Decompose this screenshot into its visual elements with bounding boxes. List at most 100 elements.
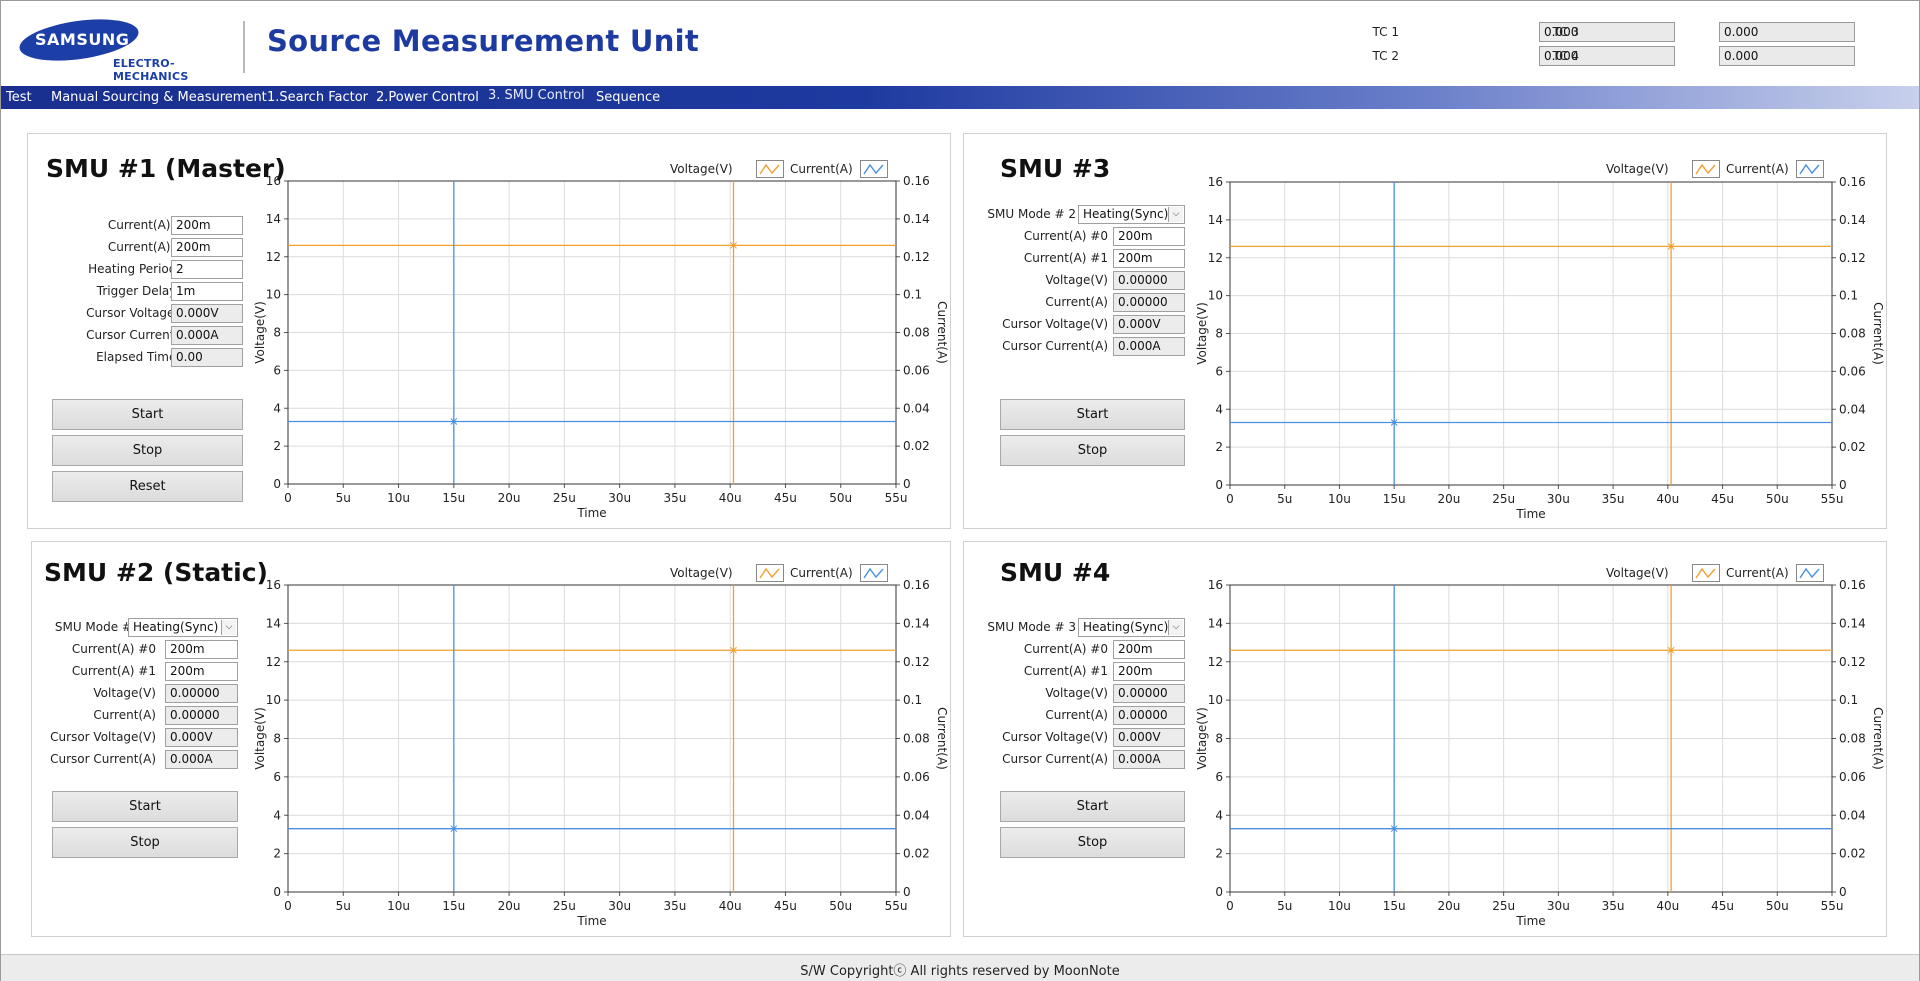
smu3-chart[interactable]: 0 5u 10u 15u 20u 25u 30u 35u 40u 45u 50u 55u 0 0 2 0.02… bbox=[1195, 157, 1885, 527]
y2-tick-label: 0.1 bbox=[1839, 289, 1858, 303]
x-tick-label: 5u bbox=[1277, 899, 1292, 913]
y2-tick-label: 0.12 bbox=[1839, 251, 1866, 265]
smu2-start-button[interactable]: Start bbox=[52, 791, 238, 822]
menu-item-power-control[interactable]: 2.Power Control bbox=[376, 90, 479, 105]
x-tick-label: 40u bbox=[1656, 899, 1679, 913]
smu3-panel: SMU #3 Voltage(V) Current(A) SMU Mode # … bbox=[963, 133, 1887, 529]
menu-item-smu-control[interactable]: 3. SMU Control bbox=[488, 88, 585, 103]
smu2-panel: SMU #2 (Static) Voltage(V) Current(A) SM… bbox=[31, 541, 951, 937]
tc4-value: 0.000 bbox=[1719, 46, 1855, 66]
y2-tick-label: 0.02 bbox=[903, 847, 930, 861]
y2-tick-label: 0.12 bbox=[903, 250, 930, 264]
cursor-marker bbox=[1390, 419, 1398, 426]
smu1-heating-period-input[interactable]: 2 bbox=[171, 260, 243, 279]
smu4-stop-button[interactable]: Stop bbox=[1000, 827, 1185, 858]
smu1-chart[interactable]: 0 5u 10u 15u 20u 25u 30u 35u 40u 45u 50u 55u 0 0 2 0.02… bbox=[253, 156, 949, 526]
legend-voltage-label: Voltage(V) bbox=[1606, 566, 1669, 580]
x-tick-label: 40u bbox=[1656, 492, 1679, 506]
tc1-value: 0.000 bbox=[1539, 22, 1675, 42]
smu2-cursor-current-value: 0.000A bbox=[165, 750, 238, 769]
y2-tick-label: 0 bbox=[903, 885, 911, 899]
smu3-stop-button[interactable]: Stop bbox=[1000, 435, 1185, 466]
x-tick-label: 30u bbox=[1547, 492, 1570, 506]
footer: S/W Copyrightⓒ All rights reserved by Mo… bbox=[1, 954, 1919, 981]
smu4-start-button[interactable]: Start bbox=[1000, 791, 1185, 822]
y2-tick-label: 0.12 bbox=[1839, 655, 1866, 669]
x-axis-title: Time bbox=[576, 506, 606, 520]
y-tick-label: 0 bbox=[273, 477, 281, 491]
smu3-voltage-value: 0.00000 bbox=[1113, 271, 1185, 290]
x-tick-label: 25u bbox=[553, 491, 576, 505]
smu2-title: SMU #2 (Static) bbox=[44, 558, 268, 587]
chevron-down-icon[interactable]: ⌵ bbox=[1168, 620, 1183, 635]
x-axis-title: Time bbox=[1515, 914, 1545, 928]
x-tick-label: 50u bbox=[1766, 492, 1789, 506]
smu3-title: SMU #3 bbox=[1000, 154, 1111, 183]
smu3-current0-label: Current(A) #0 bbox=[1023, 229, 1108, 243]
x-tick-label: 45u bbox=[774, 899, 797, 913]
y-tick-label: 0 bbox=[1215, 885, 1223, 899]
smu1-reset-button[interactable]: Reset bbox=[52, 471, 243, 502]
smu2-current0-input[interactable]: 200m bbox=[165, 640, 238, 659]
y-tick-label: 8 bbox=[273, 732, 281, 746]
smu3-current1-input[interactable]: 200m bbox=[1113, 249, 1185, 268]
y2-tick-label: 0.02 bbox=[903, 439, 930, 453]
y-tick-label: 14 bbox=[266, 616, 281, 630]
y-tick-label: 4 bbox=[1215, 402, 1223, 416]
y-tick-label: 6 bbox=[1215, 364, 1223, 378]
smu4-panel: SMU #4 Voltage(V) Current(A) SMU Mode # … bbox=[963, 541, 1887, 937]
smu4-chart[interactable]: 0 5u 10u 15u 20u 25u 30u 35u 40u 45u 50u 55u 0 0 2 0.02… bbox=[1195, 560, 1885, 934]
smu3-start-button[interactable]: Start bbox=[1000, 399, 1185, 430]
smu3-cursor-current-label: Cursor Current(A) bbox=[1002, 339, 1108, 353]
smu4-current1-input[interactable]: 200m bbox=[1113, 662, 1185, 681]
smu1-current1-input[interactable]: 200m bbox=[171, 238, 243, 257]
current-swatch-icon bbox=[1796, 564, 1824, 582]
voltage-swatch-icon bbox=[756, 160, 784, 178]
y-tick-label: 4 bbox=[273, 401, 281, 415]
menu-item-manual-sourcing[interactable]: Manual Sourcing & Measurement bbox=[51, 90, 267, 105]
y-tick-label: 0 bbox=[1215, 478, 1223, 492]
y2-tick-label: 0.08 bbox=[903, 732, 930, 746]
logo-subtitle: ELECTRO-MECHANICS bbox=[113, 57, 189, 83]
smu3-cursor-voltage-label: Cursor Voltage(V) bbox=[1002, 317, 1108, 331]
smu2-current1-label: Current(A) #1 bbox=[71, 664, 156, 678]
y-tick-label: 2 bbox=[273, 847, 281, 861]
plot-frame bbox=[287, 584, 897, 893]
smu3-current0-input[interactable]: 200m bbox=[1113, 227, 1185, 246]
x-tick-label: 30u bbox=[608, 491, 631, 505]
smu1-trigger-delay-input[interactable]: 1m bbox=[171, 282, 243, 301]
chevron-down-icon[interactable]: ⌵ bbox=[1168, 207, 1183, 222]
voltage-swatch-icon bbox=[756, 564, 784, 582]
smu1-heating-period-label: Heating Period(s) bbox=[88, 262, 192, 276]
smu2-stop-button[interactable]: Stop bbox=[52, 827, 238, 858]
menu-item-sequence[interactable]: Sequence bbox=[596, 90, 661, 105]
smu1-stop-button[interactable]: Stop bbox=[52, 435, 243, 466]
x-tick-label: 10u bbox=[387, 899, 410, 913]
y2-tick-label: 0.1 bbox=[1839, 693, 1858, 707]
menu-item-test[interactable]: Test bbox=[6, 90, 32, 105]
smu4-mode-select[interactable]: Heating(Sync) ⌵ bbox=[1078, 618, 1185, 637]
x-tick-label: 5u bbox=[1277, 492, 1292, 506]
smu4-current0-input[interactable]: 200m bbox=[1113, 640, 1185, 659]
menu-item-search-factor[interactable]: 1.Search Factor bbox=[267, 90, 368, 105]
x-tick-label: 55u bbox=[885, 491, 908, 505]
smu4-cursor-current-value: 0.000A bbox=[1113, 750, 1185, 769]
smu1-current0-input[interactable]: 200m bbox=[171, 216, 243, 235]
y2-tick-label: 0.06 bbox=[903, 363, 930, 377]
smu2-chart[interactable]: 0 5u 10u 15u 20u 25u 30u 35u 40u 45u 50u 55u 0 0 2 0.02… bbox=[253, 560, 949, 934]
smu4-title: SMU #4 bbox=[1000, 558, 1111, 587]
smu2-mode-select[interactable]: Heating(Sync) ⌵ bbox=[128, 618, 238, 637]
smu4-cursor-current-label: Cursor Current(A) bbox=[1002, 752, 1108, 766]
tc3-label: TC 3 bbox=[1552, 25, 1579, 39]
x-tick-label: 0 bbox=[284, 899, 292, 913]
smu1-start-button[interactable]: Start bbox=[52, 399, 243, 430]
smu2-current1-input[interactable]: 200m bbox=[165, 662, 238, 681]
chevron-down-icon[interactable]: ⌵ bbox=[221, 620, 236, 635]
y-tick-label: 12 bbox=[266, 655, 281, 669]
y2-tick-label: 0 bbox=[903, 477, 911, 491]
y2-tick-label: 0.08 bbox=[1839, 327, 1866, 341]
y-tick-label: 6 bbox=[1215, 770, 1223, 784]
smu3-mode-select[interactable]: Heating(Sync) ⌵ bbox=[1078, 205, 1185, 224]
x-tick-label: 20u bbox=[498, 899, 521, 913]
